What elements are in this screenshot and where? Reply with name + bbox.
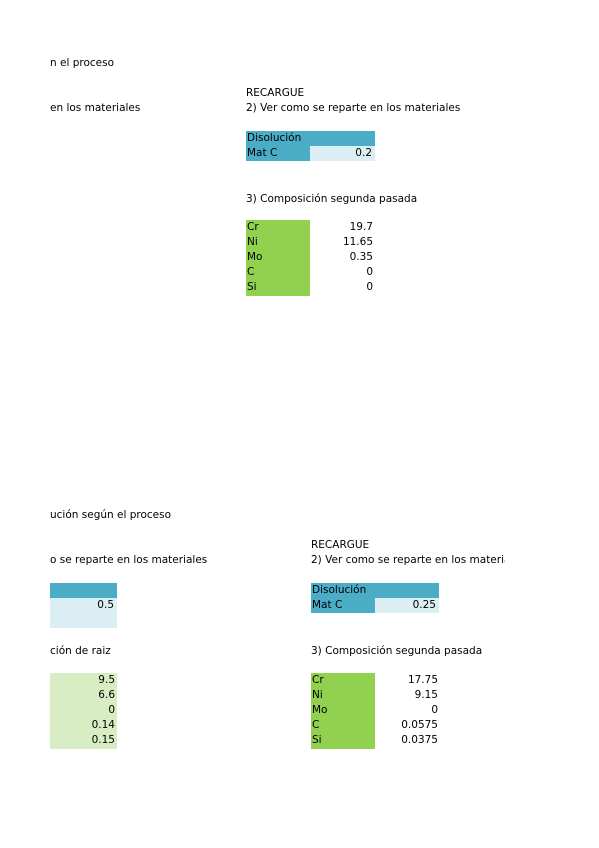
top-left-subheader: en los materiales <box>50 102 141 114</box>
element-name: Ni <box>247 236 258 248</box>
bottom-disolucion-header: Disolución <box>311 583 439 598</box>
element-value: 17.75 <box>407 674 438 686</box>
top-step3-label: 3) Composición segunda pasada <box>246 193 418 205</box>
top-recargue-title: RECARGUE <box>246 87 305 99</box>
top-matc-label: Mat C <box>247 147 278 159</box>
element-value: 0 <box>108 704 115 716</box>
element-value: 0 <box>366 266 373 278</box>
bottom-disolucion-label: Disolución <box>312 584 367 596</box>
element-value: 0 <box>431 704 438 716</box>
element-name: Mo <box>312 704 328 716</box>
bottom-left-values: 9.5 6.6 0 0.14 0.15 <box>50 673 117 749</box>
top-element-values: 19.7 11.65 0.35 0 0 <box>310 220 373 295</box>
bottom-element-names: Cr Ni Mo C Si <box>311 673 375 749</box>
element-name: C <box>312 719 320 731</box>
top-element-names: Cr Ni Mo C Si <box>246 220 310 296</box>
bottom-recargue-title: RECARGUE <box>311 539 370 551</box>
top-matc-value: 0.2 <box>310 146 375 161</box>
bottom-element-values: 17.75 9.15 0 0.0575 0.0375 <box>375 673 438 748</box>
top-step2-label: 2) Ver como se reparte en los materiales <box>246 102 461 114</box>
element-name: Cr <box>312 674 324 686</box>
bottom-matc-label: Mat C <box>312 599 343 611</box>
bottom-matc-value: 0.25 <box>375 598 439 613</box>
element-value: 0.0575 <box>401 719 438 731</box>
element-value: 6.6 <box>98 689 115 701</box>
element-value: 11.65 <box>342 236 373 248</box>
element-value: 0 <box>366 281 373 293</box>
element-name: Ni <box>312 689 323 701</box>
top-left-header: n el proceso <box>50 57 115 69</box>
bottom-step2-label: 2) Ver como se reparte en los materiales <box>311 554 505 566</box>
bottom-left-disolucion-header <box>50 583 117 598</box>
top-matc-label-cell: Mat C <box>246 146 310 161</box>
element-name: Mo <box>247 251 263 263</box>
element-value: 9.5 <box>98 674 115 686</box>
element-value: 0.14 <box>91 719 115 731</box>
element-value: 9.15 <box>414 689 438 701</box>
bottom-step3-label: 3) Composición segunda pasada <box>311 645 483 657</box>
element-value: 0.35 <box>349 251 373 263</box>
element-name: Si <box>247 281 257 293</box>
element-name: Cr <box>247 221 259 233</box>
bottom-left-blank-cell <box>50 613 117 628</box>
element-name: Si <box>312 734 322 746</box>
bottom-left-subheader: o se reparte en los materiales <box>50 554 208 566</box>
top-disolucion-label: Disolución <box>247 132 302 144</box>
element-value: 19.7 <box>349 221 373 233</box>
element-value: 0.15 <box>91 734 115 746</box>
bottom-left-header: ución según el proceso <box>50 509 172 521</box>
bottom-left-step3-label: ción de raiz <box>50 645 111 657</box>
bottom-matc-label-cell: Mat C <box>311 598 375 613</box>
top-disolucion-header: Disolución <box>246 131 375 146</box>
element-name: C <box>247 266 255 278</box>
bottom-left-matc-value: 0.5 <box>50 598 117 613</box>
element-value: 0.0375 <box>401 734 438 746</box>
